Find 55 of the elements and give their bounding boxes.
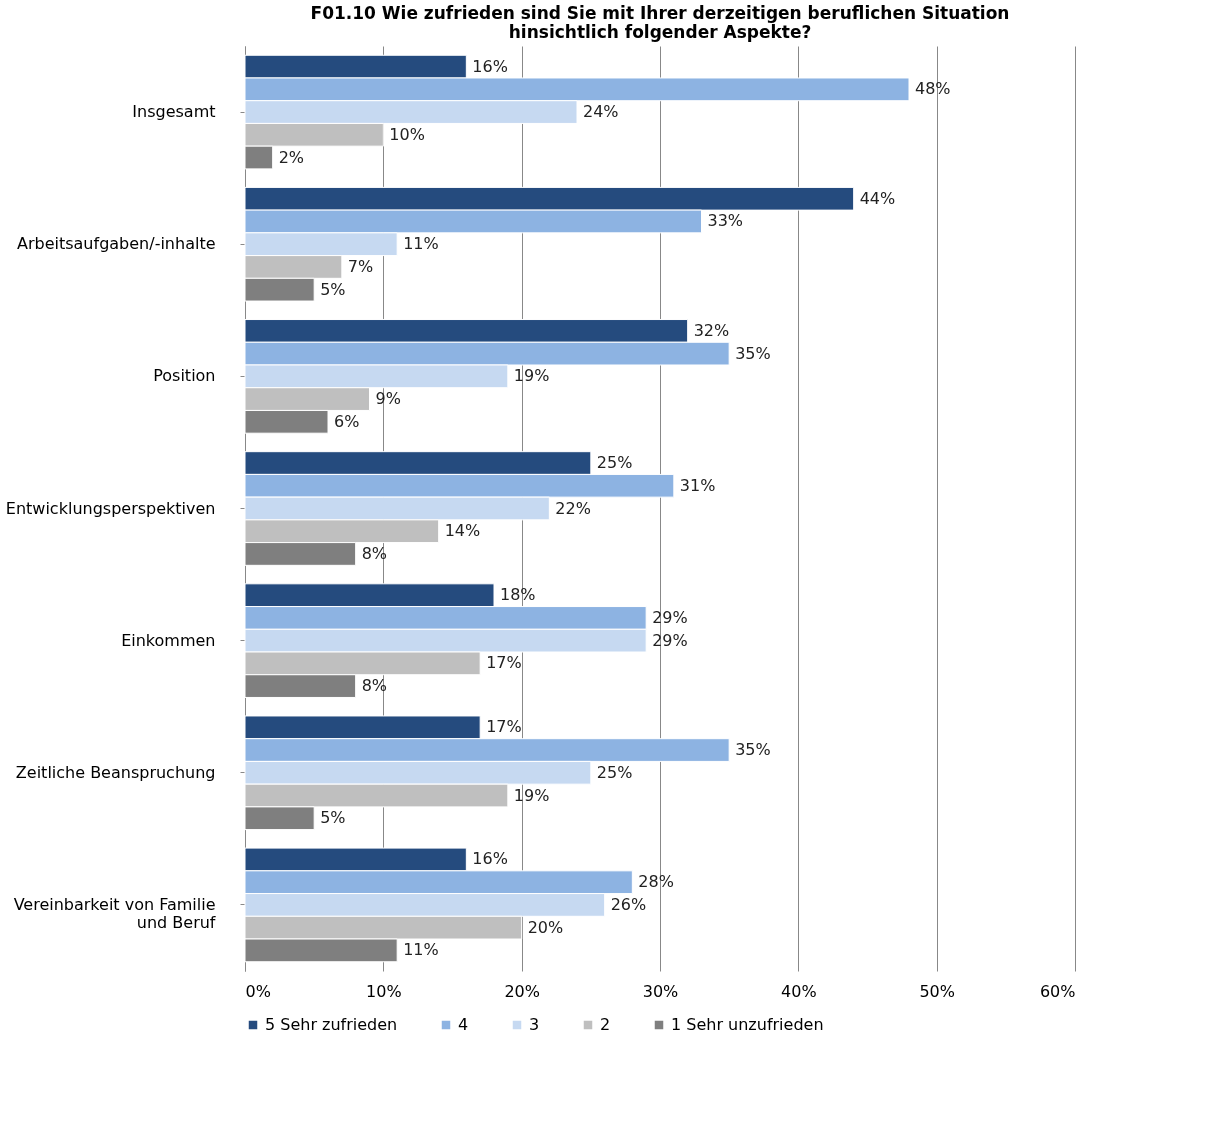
data-label: 20% [527, 917, 564, 937]
y-tick-label: Entwicklungsperspektiven [5, 498, 216, 518]
data-label: 22% [555, 498, 591, 518]
data-label: 11% [403, 234, 439, 254]
data-label: 19% [513, 366, 550, 386]
data-label: 14% [444, 521, 481, 541]
legend-label: 3 [529, 1015, 540, 1034]
y-tick-label: Einkommen [121, 630, 216, 650]
data-label: 33% [707, 211, 744, 231]
legend-label: 5 Sehr zufrieden [265, 1015, 398, 1034]
x-tick-label: 0% [245, 981, 271, 1001]
x-tick-label: 40% [781, 981, 817, 1001]
data-label: 5% [320, 808, 346, 828]
data-label: 11% [403, 940, 439, 960]
data-label: 6% [334, 411, 360, 431]
data-label: 8% [361, 543, 388, 563]
y-tick-label: Position [153, 366, 216, 386]
data-label: 5% [320, 279, 346, 299]
data-label: 35% [735, 343, 771, 363]
x-tick-label: 20% [504, 981, 540, 1001]
x-tick-label: 10% [366, 981, 402, 1001]
data-label: 17% [486, 653, 522, 673]
data-label: 8% [361, 676, 388, 696]
x-tick-label: 30% [642, 981, 679, 1001]
data-label: 48% [915, 79, 951, 99]
y-tick-label: Arbeitsaufgaben/-inhalte [16, 234, 216, 254]
data-label: 16% [472, 849, 508, 869]
data-label: 25% [596, 453, 633, 473]
data-label: 35% [735, 740, 771, 760]
data-label: 9% [375, 389, 401, 409]
data-label: 17% [486, 717, 522, 737]
data-label: 31% [679, 475, 716, 495]
data-label: 29% [652, 630, 688, 650]
data-label: 25% [596, 762, 633, 782]
data-label: 24% [583, 102, 619, 122]
data-label: 19% [513, 785, 550, 805]
x-tick-label: 50% [919, 981, 955, 1001]
legend-label: 2 [600, 1015, 611, 1034]
x-tick-label: 60% [1039, 981, 1076, 1001]
data-label: 16% [472, 56, 508, 76]
data-label: 2% [278, 147, 305, 167]
data-label: 44% [859, 188, 896, 208]
y-tick-label: Vereinbarkeit von Familie und Beruf [13, 894, 216, 932]
data-label: 26% [610, 894, 647, 914]
data-label: 7% [347, 256, 374, 276]
chart-title: F01.10 Wie zufrieden sind Sie mit Ihrer derzeitigen beruflichen Situation hinsichtlich folgender Aspekte? [310, 3, 1010, 42]
data-label: 29% [652, 607, 688, 627]
y-tick-label: Insgesamt [132, 102, 216, 122]
data-label: 18% [500, 585, 536, 605]
data-label: 10% [389, 124, 425, 144]
data-label: 32% [693, 320, 730, 340]
y-tick-label: Zeitliche Beanspruchung [15, 762, 216, 782]
data-label: 28% [638, 872, 674, 892]
legend-label: 4 [458, 1015, 469, 1034]
legend-label: 1 Sehr unzufrieden [671, 1015, 824, 1034]
